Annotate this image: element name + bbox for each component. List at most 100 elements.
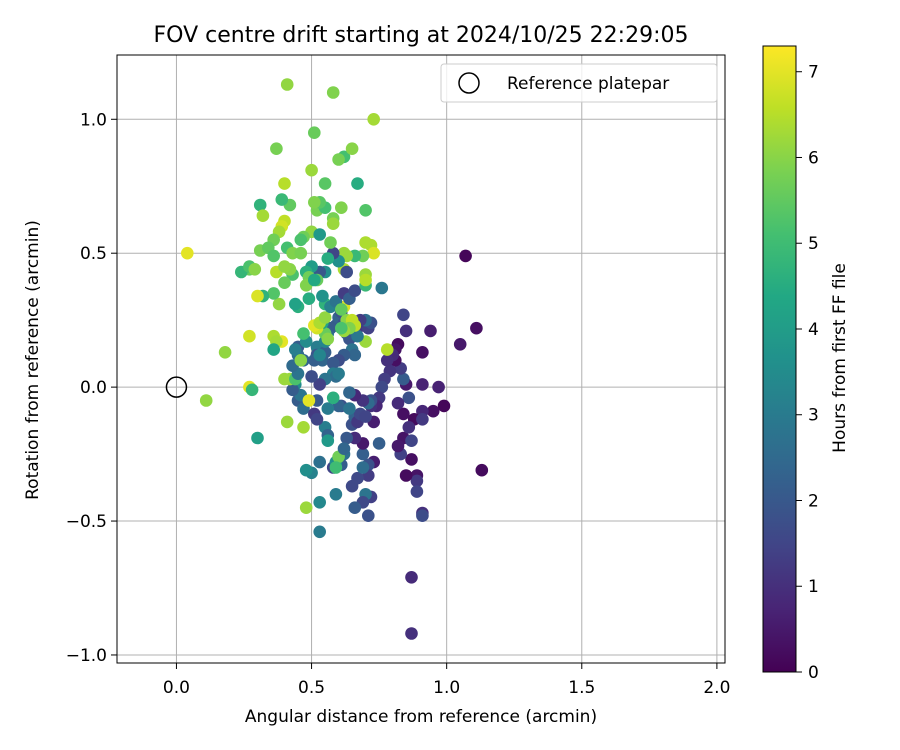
- reference-platepar-marker: [165, 376, 188, 398]
- data-point: [302, 292, 316, 306]
- data-point: [278, 260, 291, 273]
- data-point: [337, 442, 351, 456]
- data-point: [326, 391, 340, 405]
- data-point: [391, 396, 405, 410]
- colorbar: 0 1 2 3 4 5 6 7 Hours from first FF file: [762, 45, 850, 683]
- data-point: [410, 485, 424, 498]
- data-point: [313, 228, 327, 241]
- data-point: [318, 311, 332, 324]
- data-point: [402, 391, 416, 405]
- data-point: [437, 399, 451, 413]
- data-point: [305, 163, 318, 177]
- data-point: [278, 177, 291, 190]
- chart-title: FOV centre drift starting at 2024/10/25 …: [154, 23, 689, 48]
- data-point: [416, 509, 429, 522]
- data-point: [294, 246, 308, 260]
- data-point: [405, 571, 418, 584]
- data-point: [340, 265, 354, 279]
- data-point: [313, 348, 327, 362]
- y-ticks: −1.0 −0.5 0.0 0.5 1.0: [66, 110, 117, 666]
- data-point: [286, 383, 299, 397]
- data-point: [313, 378, 327, 391]
- data-point: [305, 370, 318, 383]
- data-point: [335, 321, 348, 335]
- data-point: [318, 177, 332, 190]
- data-point: [278, 372, 291, 386]
- colorbar-frame: [762, 45, 797, 673]
- colorbar-tick-label: 3: [808, 406, 819, 426]
- data-point: [359, 236, 372, 249]
- data-point: [294, 354, 308, 367]
- data-point: [251, 431, 264, 445]
- data-point: [308, 196, 321, 209]
- data-point: [256, 209, 270, 222]
- data-point: [380, 343, 394, 356]
- data-point: [399, 324, 413, 338]
- data-point: [391, 439, 405, 453]
- colorbar-tick-label: 4: [808, 320, 819, 340]
- data-point: [332, 367, 345, 381]
- data-point: [297, 327, 310, 340]
- data-point: [397, 372, 410, 386]
- y-tick-label: −0.5: [66, 512, 107, 532]
- data-points: [181, 78, 489, 640]
- data-point: [459, 249, 472, 263]
- data-point: [380, 354, 394, 367]
- data-point: [340, 431, 354, 445]
- data-point: [308, 126, 321, 139]
- data-point: [367, 246, 381, 260]
- data-point: [299, 463, 313, 477]
- data-point: [218, 346, 232, 359]
- data-point: [416, 346, 429, 359]
- colorbar-tick-label: 7: [808, 63, 819, 83]
- data-point: [367, 113, 381, 126]
- data-point: [297, 421, 310, 434]
- axes-frame: [116, 54, 726, 664]
- colorbar-label: Hours from first FF file: [830, 263, 850, 453]
- data-point: [313, 455, 327, 469]
- data-point: [267, 343, 281, 356]
- y-axis-label: Rotation from reference (arcmin): [23, 220, 43, 500]
- data-point: [416, 378, 429, 391]
- data-point: [426, 404, 440, 418]
- data-point: [405, 453, 418, 466]
- colorbar-gradient: [763, 46, 796, 672]
- data-point: [289, 343, 302, 356]
- data-point: [272, 297, 286, 311]
- data-point: [251, 289, 264, 303]
- data-point: [270, 142, 283, 155]
- data-point: [410, 474, 424, 488]
- data-point: [397, 308, 410, 322]
- reference-layer: [165, 376, 188, 398]
- data-point: [326, 86, 340, 99]
- x-axis-label: Angular distance from reference (arcmin): [245, 707, 597, 727]
- colorbar-tick-label: 5: [808, 234, 819, 254]
- data-point: [248, 263, 262, 276]
- data-point: [424, 324, 437, 338]
- data-point: [348, 501, 362, 514]
- data-point: [326, 356, 340, 370]
- data-point: [289, 297, 302, 311]
- data-point: [181, 246, 194, 260]
- colorbar-tick-label: 6: [808, 148, 819, 168]
- data-point: [399, 469, 413, 482]
- data-point: [375, 380, 389, 394]
- data-point: [345, 142, 359, 155]
- x-tick-label: 0.5: [298, 678, 325, 698]
- data-point: [362, 509, 375, 522]
- data-point: [470, 321, 483, 335]
- data-point: [199, 394, 213, 407]
- colorbar-tick-label: 2: [808, 491, 819, 511]
- data-point: [356, 447, 370, 461]
- data-point: [475, 463, 489, 477]
- data-point: [321, 332, 335, 346]
- legend-label-reference-platepar: Reference platepar: [507, 74, 669, 94]
- x-ticks: 0.0 0.5 1.0 1.5 2.0: [163, 663, 730, 698]
- data-point: [375, 281, 389, 295]
- data-point: [416, 413, 429, 426]
- data-point: [326, 217, 340, 230]
- data-point: [405, 434, 418, 448]
- data-point: [245, 383, 259, 397]
